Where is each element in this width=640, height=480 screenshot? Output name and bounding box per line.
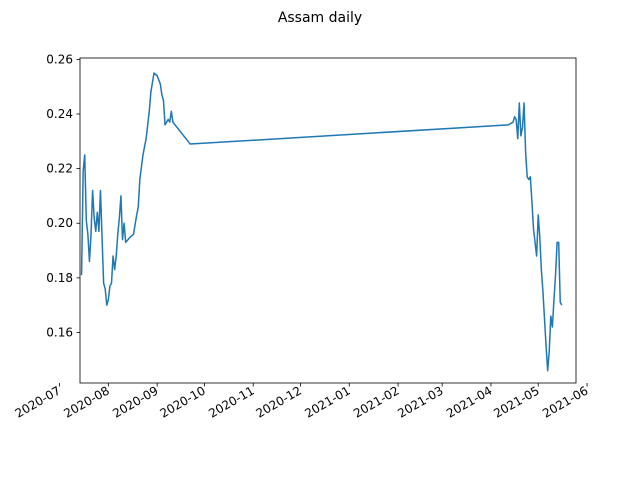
x-tick-label: 2020-12 [254,383,304,420]
y-tick-label: 0.26 [46,52,73,66]
y-tick-label: 0.16 [46,325,73,339]
y-axis: 0.16 0.18 0.20 0.22 0.24 0.26 [46,52,80,339]
x-tick-label: 2020-10 [157,383,207,420]
x-tick-label: 2021-04 [444,383,494,420]
x-tick-label: 2020-11 [206,383,256,420]
y-tick-label: 0.18 [46,271,73,285]
x-tick-label: 2020-07 [13,383,63,420]
y-tick-label: 0.20 [46,216,73,230]
x-tick-label: 2020-09 [110,383,160,420]
x-tick-label: 2021-02 [351,383,401,420]
x-tick-label: 2021-01 [302,383,352,420]
y-tick-label: 0.22 [46,162,73,176]
series-line-assam [80,72,563,372]
x-tick-label: 2021-05 [491,383,541,420]
plot-frame [79,57,577,384]
chart-title: Assam daily [278,10,362,26]
x-axis: 2020-072020-082020-092020-102020-112020-… [13,383,591,421]
y-tick-label: 0.24 [46,107,73,121]
x-tick-label: 2021-06 [540,383,590,420]
x-tick-label: 2021-03 [395,383,445,420]
x-tick-label: 2020-08 [61,383,111,420]
